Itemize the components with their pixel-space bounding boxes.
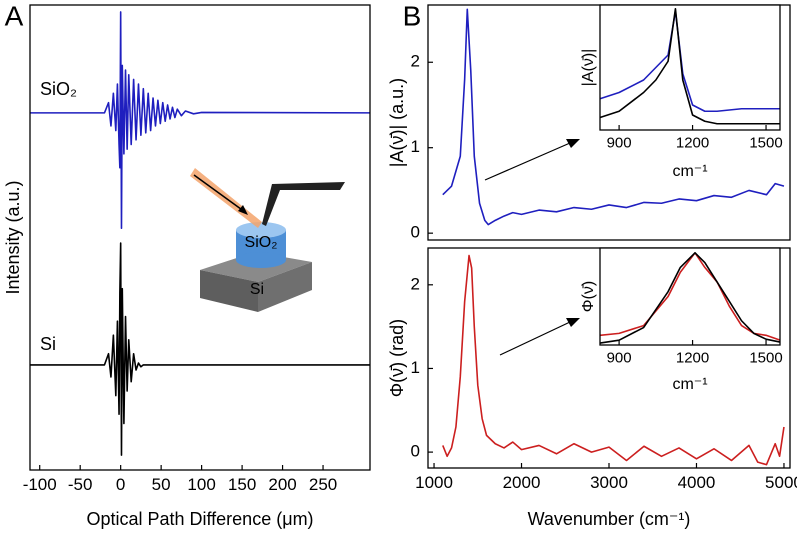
x-tick-label: 250 (309, 475, 337, 494)
x-tick-label: 1200 (676, 134, 709, 151)
x-axis-label: cm⁻¹ (672, 376, 707, 393)
x-tick-label: -50 (68, 475, 93, 494)
y-axis-label: |A(ν̄)| (a.u.) (387, 78, 407, 167)
data-line (442, 8, 785, 226)
x-tick-label: 2000 (503, 473, 541, 492)
y-axis-label: Intensity (a.u.) (3, 180, 23, 294)
series-label: SiO₂ (40, 79, 77, 99)
inset-background (600, 5, 780, 130)
y-tick-label: 0 (411, 223, 420, 242)
x-tick-label: -100 (23, 475, 57, 494)
panel-label: A (5, 0, 24, 31)
x-axis-label: cm⁻¹ (672, 163, 707, 180)
y-axis-label: Φ(ν̄) (rad) (387, 319, 407, 397)
y-tick-label: 2 (411, 274, 420, 293)
data-line (30, 242, 370, 456)
y-tick-label: 0 (411, 442, 420, 461)
laser-arrow (193, 174, 246, 213)
panel-label: B (403, 0, 422, 31)
illustration-label: Si (250, 281, 264, 298)
x-axis-label: Optical Path Difference (μm) (86, 509, 313, 529)
x-tick-label: 1500 (749, 134, 782, 151)
sio2-top (236, 222, 286, 238)
x-tick-label: 1200 (676, 349, 709, 366)
x-tick-label: 200 (268, 475, 296, 494)
x-tick-label: 3000 (590, 473, 628, 492)
x-tick-label: 0 (116, 475, 125, 494)
cantilever (262, 182, 345, 226)
x-tick-label: 100 (187, 475, 215, 494)
laser-arrowhead (238, 205, 248, 215)
illustration-label: SiO₂ (245, 234, 278, 251)
series-label: Si (40, 334, 56, 354)
si-front (200, 270, 258, 312)
x-tick-label: 1500 (749, 349, 782, 366)
x-axis-label: Wavenumber (cm⁻¹) (528, 509, 691, 529)
x-tick-label: 900 (607, 134, 632, 151)
data-line (442, 254, 785, 466)
x-tick-label: 50 (152, 475, 171, 494)
x-tick-label: 150 (228, 475, 256, 494)
data-line (599, 7, 780, 125)
sio2-base (236, 252, 286, 268)
arrows (484, 139, 580, 356)
x-tick-label: 1000 (415, 473, 453, 492)
y-tick-label: 1 (411, 137, 420, 156)
data-line (30, 11, 371, 229)
zoom-arrow (499, 321, 571, 356)
x-tick-label: 4000 (678, 473, 716, 492)
zoom-arrow (484, 142, 571, 181)
y-tick-label: 1 (411, 358, 420, 377)
y-axis-label: Φ(ν̄) (580, 281, 597, 312)
y-axis-label: |A(ν̄)| (580, 49, 597, 87)
plot-frame (599, 4, 781, 131)
y-tick-label: 2 (411, 52, 420, 71)
data-line (599, 252, 781, 344)
illustration: SiO₂ Si (190, 168, 345, 312)
zoom-arrowhead (566, 139, 580, 148)
x-tick-label: 900 (607, 349, 632, 366)
si-side (258, 262, 312, 312)
zoom-arrowhead (566, 318, 580, 327)
plot-frame (599, 247, 781, 346)
plot-frame (29, 4, 371, 471)
